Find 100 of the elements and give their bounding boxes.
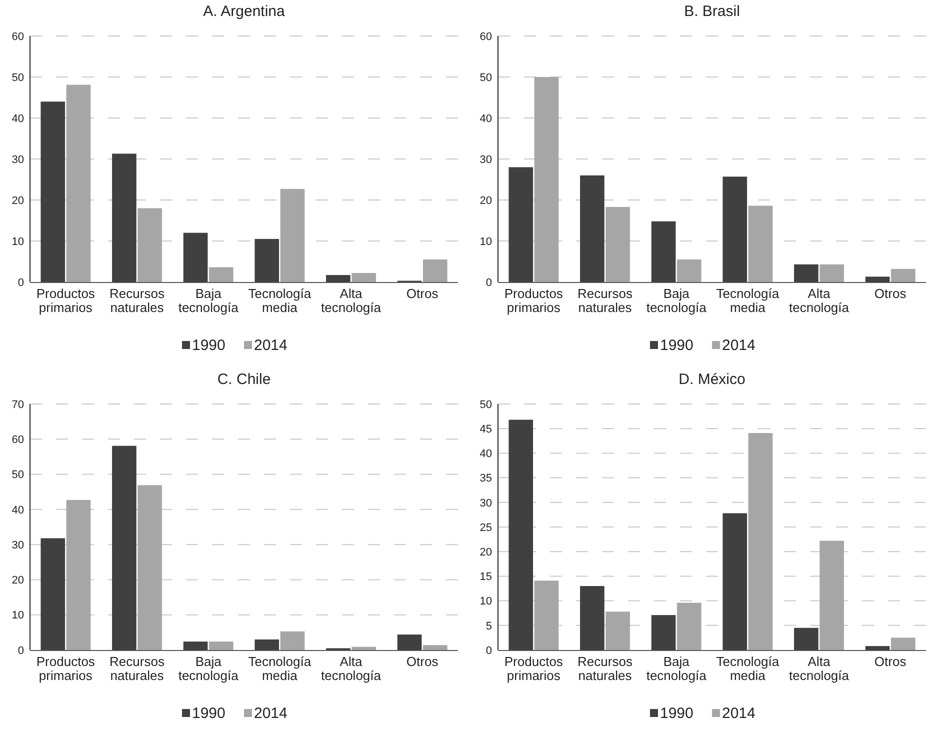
bar [676,259,702,282]
bar [651,221,676,282]
bar [820,540,844,650]
y-tick-label: 70 [12,398,24,411]
bar [534,580,559,650]
x-tick-label: Baja tecnología [646,654,708,683]
x-tick-label: Baja tecnología [178,286,240,315]
x-tick-label: Alta tecnología [789,654,850,683]
legend-label: 2014 [254,337,288,354]
y-tick-label: 35 [480,472,492,485]
y-tick-label: 40 [12,504,24,516]
bar [580,175,604,282]
bar [865,276,890,282]
x-tick-label: Tecnología media [716,654,780,683]
bar [280,188,305,282]
y-tick-label: 30 [12,539,24,552]
y-tick-label: 10 [480,596,492,608]
y-tick-label: 0 [486,644,492,657]
bar [748,433,773,650]
bar [208,642,234,650]
bar [606,206,630,282]
legend-label: 2014 [722,337,756,354]
bar [748,206,773,282]
y-tick-label: 20 [480,194,492,207]
bar [397,634,422,650]
bar [676,602,702,650]
y-tick-label: 0 [486,276,492,289]
y-tick-label: 0 [18,644,24,657]
bar [352,646,376,650]
bar [422,259,448,282]
x-tick-label: Otros [406,654,439,669]
bar [890,638,916,650]
y-tick-label: 10 [480,236,492,248]
x-tick-label: Productos primarios [36,286,96,315]
bar [66,84,91,282]
y-tick-label: 30 [12,154,24,166]
bar [890,268,916,282]
x-tick-label: Baja tecnología [646,286,708,315]
bar [722,513,748,650]
y-tick-label: 20 [12,574,24,587]
chart-title: A. Argentina [203,3,286,20]
chart-title: B. Brasil [684,3,740,20]
x-tick-label: Alta tecnología [789,286,850,315]
y-tick-label: 60 [480,30,492,43]
bar [580,586,604,650]
x-tick-label: Recursos naturales [110,654,165,683]
y-tick-label: 5 [486,620,492,632]
x-tick-label: Otros [406,286,439,301]
y-tick-label: 45 [480,423,492,436]
y-tick-label: 0 [18,276,24,289]
x-tick-label: Recursos naturales [578,286,633,315]
y-tick-label: 40 [480,112,492,125]
x-tick-label: Baja tecnología [178,654,240,683]
bar [794,628,818,650]
chart-title: C. Chile [217,371,271,388]
legend-label: 1990 [192,337,226,354]
bar [794,264,818,282]
bar [508,420,534,650]
legend-label: 1990 [660,705,694,722]
y-tick-label: 25 [480,522,492,534]
y-tick-label: 10 [12,236,24,248]
bar [352,272,376,282]
x-tick-label: Productos primarios [504,654,564,683]
legend-label: 2014 [254,705,288,722]
y-tick-label: 60 [12,30,24,43]
x-tick-label: Tecnología media [248,654,312,683]
bar [183,232,208,282]
legend-label: 1990 [192,705,226,722]
y-tick-label: 10 [12,610,24,622]
legend-label: 1990 [660,337,694,354]
x-tick-label: Recursos naturales [110,286,165,315]
x-tick-label: Tecnología media [716,286,780,315]
y-tick-label: 50 [480,72,492,84]
x-tick-label: Alta tecnología [321,286,382,315]
bar [254,238,280,282]
bar [422,645,448,650]
bar [254,639,280,650]
y-tick-label: 20 [12,194,24,207]
bar [138,208,162,282]
x-tick-label: Otros [874,286,907,301]
bar [40,102,66,282]
y-tick-label: 15 [480,571,492,584]
x-tick-label: Alta tecnología [321,654,382,683]
bar [112,446,136,650]
bar [208,267,234,282]
bar [722,176,748,282]
x-tick-label: Otros [874,654,907,669]
bar [508,167,534,282]
bar [865,646,890,650]
x-tick-label: Productos primarios [504,286,564,315]
bar [183,642,208,650]
y-tick-label: 60 [12,434,24,446]
bar [651,615,676,650]
y-tick-label: 50 [480,398,492,411]
bar [40,538,66,650]
bar [112,154,136,282]
bar [138,485,162,650]
bar [820,264,844,282]
y-tick-label: 20 [480,546,492,558]
chart-title: D. México [678,371,746,388]
